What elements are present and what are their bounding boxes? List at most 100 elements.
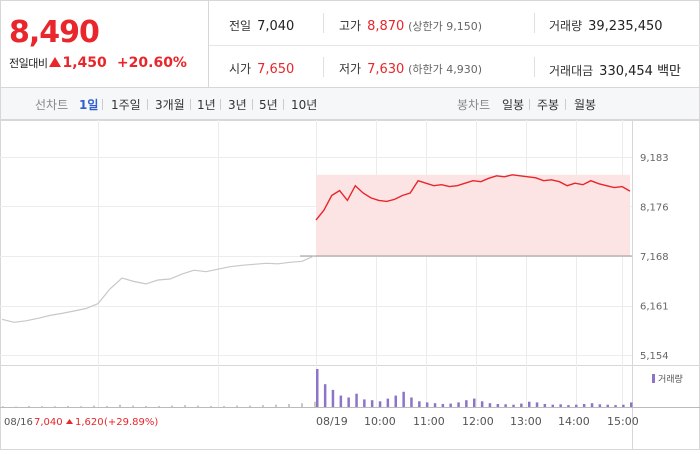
volume-legend: 거래량 — [658, 373, 683, 385]
low-value: 7,630 — [367, 62, 404, 77]
volume-bar — [106, 406, 108, 407]
y-tick-label: 6,161 — [640, 302, 669, 313]
change-percent: +20.60% — [117, 55, 187, 71]
volume-bar — [520, 404, 523, 407]
prev-day-date: 08/16 — [4, 417, 33, 428]
volume-bar — [236, 406, 238, 408]
volume-bar — [591, 403, 594, 407]
tab-separator — [529, 99, 530, 110]
open-value: 7,650 — [257, 62, 294, 77]
volume-bar — [630, 402, 633, 407]
price-box: 8,490 전일대비 1,450 +20.60% — [1, 1, 209, 89]
prev-day-close: 7,040 — [34, 417, 63, 428]
y-tick-label: 5,154 — [640, 351, 669, 362]
volume-bar — [395, 396, 398, 407]
tab-daily-candle[interactable]: 일봉 — [502, 96, 524, 113]
prev-day-up-icon — [66, 419, 73, 424]
chart-frame — [1, 121, 700, 450]
x-axis-label: 10:00 — [364, 415, 396, 428]
change-amount: 1,450 — [62, 55, 106, 71]
volume-bar — [622, 405, 625, 407]
volume-bar — [552, 405, 555, 407]
divider — [534, 13, 535, 33]
volume-legend-swatch — [652, 374, 655, 383]
volume-bar — [567, 405, 570, 407]
tab-monthly-candle[interactable]: 월봉 — [574, 96, 596, 113]
volume-bar — [497, 404, 500, 407]
price-chart: 9,183 8,176 7,168 6,161 5,154 08/19 10:00 11:0… — [0, 120, 700, 450]
tab-1w[interactable]: 1주일 — [111, 96, 141, 113]
volume-bar — [371, 400, 374, 407]
volume-bar — [434, 403, 437, 407]
open-label: 시가 — [229, 62, 251, 76]
tab-10y[interactable]: 10년 — [291, 96, 317, 113]
volume-bar — [402, 392, 405, 407]
volume-bar — [314, 402, 316, 407]
volume-bar — [418, 401, 421, 407]
volume-bar — [544, 404, 547, 407]
prev-day-price-line — [2, 256, 314, 322]
y-tick-label: 7,168 — [640, 252, 669, 263]
chart-tabs: 선차트 1일 1주일 3개월 1년 3년 5년 10년 봉차트 일봉 주봉 월봉 — [0, 88, 700, 120]
tab-3m[interactable]: 3개월 — [155, 96, 185, 113]
volume-bar — [197, 406, 199, 408]
volume-bar — [575, 405, 578, 407]
tab-separator — [220, 99, 221, 110]
tab-5y[interactable]: 5년 — [259, 96, 278, 113]
volume-bar — [262, 405, 264, 407]
volume-bar — [332, 390, 335, 407]
volume-bar — [145, 406, 147, 407]
volume-bar — [449, 404, 452, 407]
volume-bar — [288, 404, 290, 407]
volume-bar — [465, 400, 468, 407]
x-axis-label: 13:00 — [510, 415, 542, 428]
x-axis-label: 11:00 — [413, 415, 445, 428]
up-arrow-icon — [49, 57, 61, 67]
tab-1y[interactable]: 1년 — [197, 96, 216, 113]
tab-weekly-candle[interactable]: 주봉 — [537, 96, 559, 113]
price-change: 전일대비 1,450 +20.60% — [9, 55, 187, 71]
volume-bar — [249, 406, 251, 408]
change-label: 전일대비 — [9, 57, 47, 70]
volume-bar — [324, 384, 327, 407]
y-tick-label: 9,183 — [640, 153, 669, 164]
volume-bar — [301, 403, 303, 407]
tab-separator — [252, 99, 253, 110]
volume-bar — [80, 406, 82, 407]
volume-bar — [607, 405, 610, 407]
x-axis-label: 14:00 — [558, 415, 590, 428]
divider — [323, 57, 324, 77]
prev-close-label: 전일 — [229, 19, 251, 33]
tab-separator — [283, 99, 284, 110]
volume-bar — [528, 402, 531, 407]
tab-separator — [565, 99, 566, 110]
prev-day-change: 1,620 — [75, 417, 104, 428]
tab-3y[interactable]: 3년 — [228, 96, 247, 113]
current-price: 8,490 — [9, 15, 99, 50]
volume-bar — [158, 406, 160, 407]
amount-label: 거래대금 — [549, 64, 593, 78]
high-label: 고가 — [339, 19, 361, 33]
line-chart-label: 선차트 — [35, 96, 68, 113]
tab-separator — [190, 99, 191, 110]
volume-bar — [347, 398, 350, 408]
volume-bar — [512, 405, 515, 407]
volume-bar — [473, 399, 476, 407]
volume-bar — [559, 404, 562, 407]
volume-bar — [316, 369, 319, 407]
divider — [534, 57, 535, 77]
volume-bar — [387, 399, 390, 407]
upper-limit: (상한가 9,150) — [408, 20, 482, 33]
tab-1d[interactable]: 1일 — [79, 96, 98, 113]
y-tick-label: 8,176 — [640, 202, 669, 213]
volume-bar — [410, 398, 413, 408]
low-label: 저가 — [339, 62, 361, 76]
x-axis-label: 08/19 — [316, 415, 348, 428]
volume-bar — [489, 403, 492, 407]
volume-bar — [379, 401, 382, 407]
volume-bar — [171, 406, 173, 408]
